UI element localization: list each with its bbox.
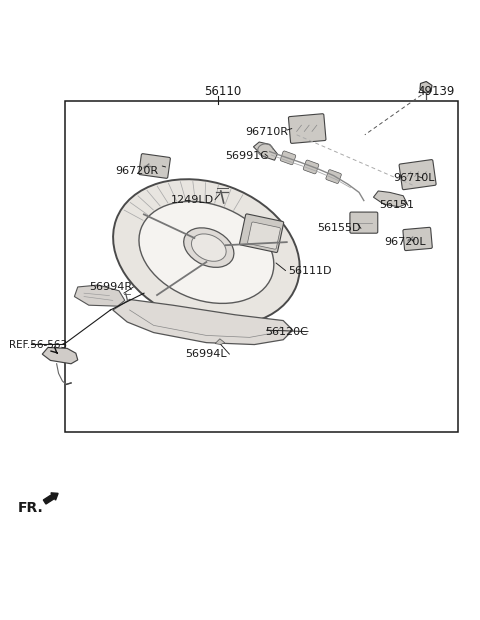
Polygon shape [42, 347, 78, 364]
FancyBboxPatch shape [248, 222, 280, 249]
Text: 56991C: 56991C [226, 151, 269, 161]
FancyBboxPatch shape [139, 154, 170, 179]
FancyBboxPatch shape [280, 151, 296, 165]
FancyBboxPatch shape [303, 160, 319, 174]
FancyBboxPatch shape [288, 113, 326, 143]
FancyBboxPatch shape [326, 170, 341, 184]
Text: 96710L: 96710L [394, 173, 435, 183]
Polygon shape [113, 299, 293, 345]
Polygon shape [373, 191, 407, 207]
Text: REF.56-563: REF.56-563 [9, 340, 67, 350]
FancyArrow shape [43, 493, 58, 504]
Text: 56151: 56151 [379, 200, 414, 210]
Bar [65, 101, 458, 432]
Polygon shape [215, 339, 225, 345]
Text: 96710R: 96710R [245, 127, 288, 138]
Text: 56110: 56110 [204, 85, 242, 98]
Text: 56155D: 56155D [317, 223, 360, 233]
Text: 56994R: 56994R [89, 282, 132, 292]
Text: 1249LD: 1249LD [170, 195, 214, 205]
Ellipse shape [113, 179, 300, 326]
Ellipse shape [192, 234, 226, 261]
Text: 49139: 49139 [418, 85, 455, 98]
Ellipse shape [139, 202, 274, 303]
FancyBboxPatch shape [350, 212, 378, 233]
Text: FR.: FR. [18, 501, 44, 515]
Polygon shape [74, 285, 125, 306]
FancyBboxPatch shape [240, 214, 284, 252]
Text: 56111D: 56111D [288, 265, 332, 276]
Polygon shape [420, 81, 432, 93]
Text: 56994L: 56994L [185, 349, 227, 359]
Ellipse shape [184, 228, 234, 267]
Text: 56120C: 56120C [265, 327, 308, 337]
FancyBboxPatch shape [399, 159, 436, 190]
FancyBboxPatch shape [403, 228, 432, 250]
Text: 96720L: 96720L [384, 237, 426, 247]
Text: 96720R: 96720R [115, 166, 158, 176]
Polygon shape [253, 142, 277, 160]
